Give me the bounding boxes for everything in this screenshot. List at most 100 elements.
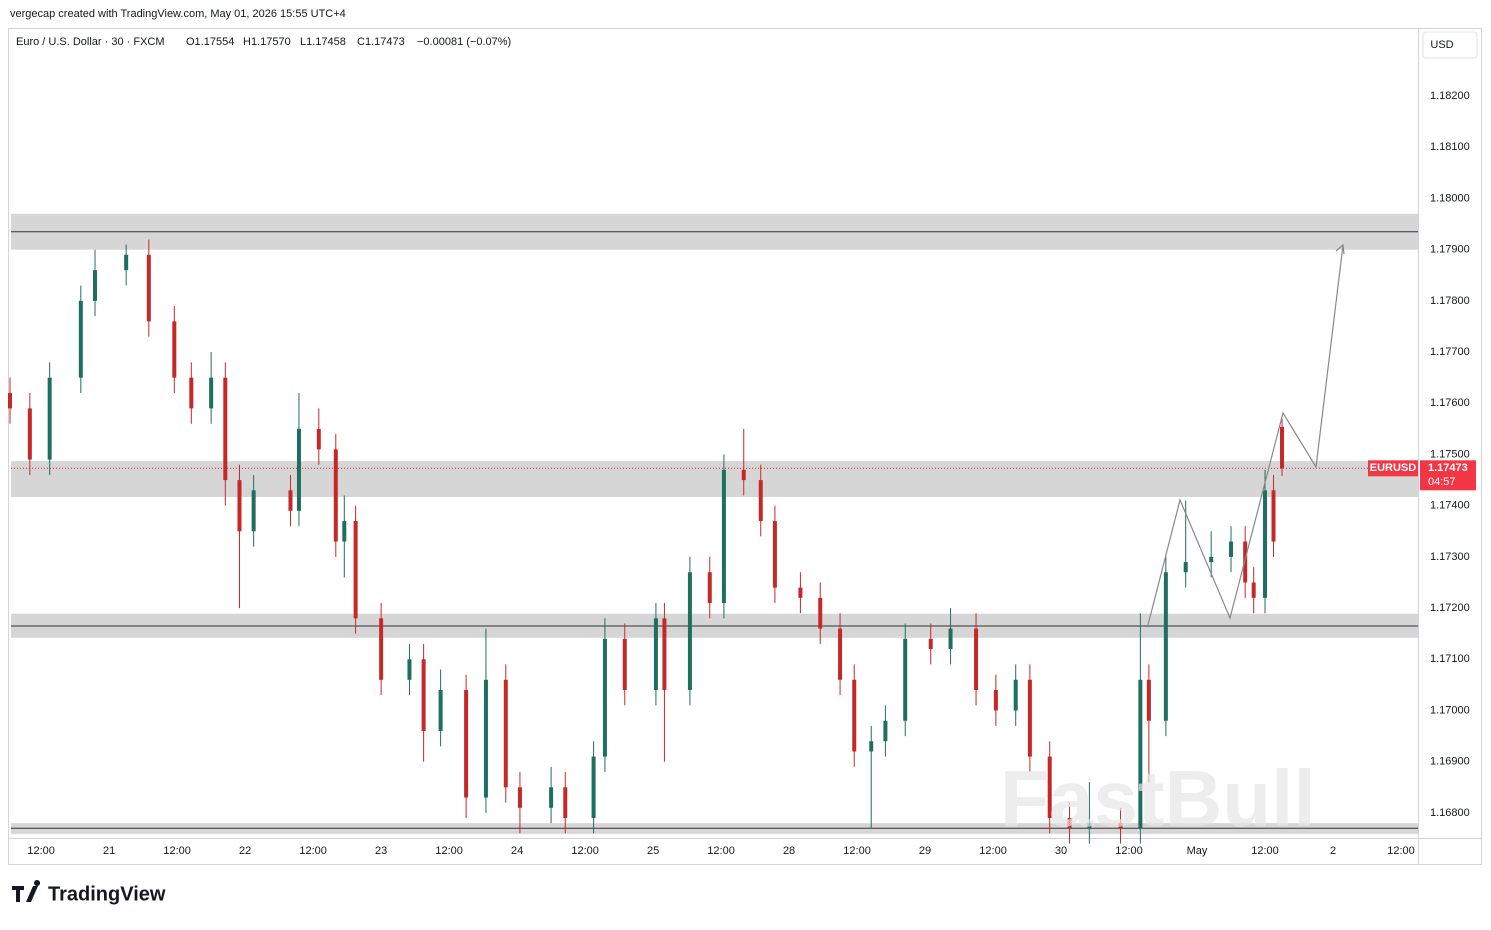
candle-body	[1027, 679, 1032, 757]
price-tag-value: 1.17473	[1428, 462, 1468, 474]
candle-body	[1243, 541, 1248, 583]
x-tick-label: 12:00	[1115, 845, 1143, 857]
x-tick-label: 23	[375, 845, 387, 857]
candle-body	[563, 787, 568, 819]
candle-body	[1263, 490, 1268, 598]
brand: TradingView	[48, 883, 166, 905]
candle-body	[974, 628, 979, 691]
candle-body	[662, 618, 667, 691]
x-tick-label: 12:00	[1251, 845, 1279, 857]
candle-body	[333, 449, 338, 542]
candle-body	[772, 521, 777, 588]
ohlc-value: L1.17458	[300, 36, 346, 48]
candle-body	[1280, 426, 1285, 469]
candle-body	[251, 490, 256, 532]
candle-body	[172, 321, 177, 378]
y-tick-label: 1.17900	[1430, 244, 1470, 256]
candle-body	[78, 300, 83, 378]
candle-body	[407, 659, 412, 680]
ohlc-value: O1.17554	[186, 36, 234, 48]
candle-body	[622, 638, 627, 691]
watermark: FastBull	[1000, 754, 1316, 843]
candle-body	[838, 628, 843, 680]
ohlc-value: H1.17570	[243, 36, 291, 48]
candle-body	[1229, 541, 1234, 557]
x-tick-label: 25	[647, 845, 659, 857]
currency-button[interactable]	[1422, 31, 1478, 59]
y-tick-label: 1.18000	[1430, 192, 1470, 204]
x-tick-label: 12:00	[979, 845, 1007, 857]
symbol-tag	[1368, 460, 1418, 477]
x-tick-label: 12:00	[435, 845, 463, 857]
candle-body	[189, 377, 194, 409]
ohlc-value: C1.17473	[357, 36, 405, 48]
candle-body	[758, 480, 763, 522]
price-tag-countdown: 04:57	[1428, 476, 1456, 488]
y-tick-label: 1.16800	[1430, 807, 1470, 819]
zone	[11, 461, 1418, 497]
candle-body	[948, 628, 953, 650]
candle-body	[342, 521, 347, 542]
x-tick-label: 28	[783, 845, 795, 857]
candle-body	[146, 254, 151, 322]
candle-body	[1047, 756, 1052, 819]
x-tick-label: 21	[103, 845, 115, 857]
candle-body	[1146, 679, 1151, 721]
y-tick-label: 1.17600	[1430, 397, 1470, 409]
candle-body	[818, 597, 823, 629]
x-tick-label: 12:00	[1387, 845, 1415, 857]
candle-body	[124, 254, 129, 271]
candle-body	[591, 756, 596, 819]
candle-body	[438, 690, 443, 731]
x-tick-label: 12:00	[27, 845, 55, 857]
candle-body	[8, 393, 12, 409]
price-tag	[1420, 460, 1476, 491]
candle-body	[27, 408, 32, 460]
y-tick-label: 1.16900	[1430, 756, 1470, 768]
candle-body	[92, 270, 97, 301]
x-tick-label: 2	[1330, 845, 1336, 857]
symbol-title: Euro / U.S. Dollar · 30 · FXCM	[16, 36, 165, 48]
y-tick-label: 1.17800	[1430, 295, 1470, 307]
candle-body	[549, 787, 554, 808]
candle-body	[47, 377, 52, 460]
y-tick-label: 1.17300	[1430, 551, 1470, 563]
x-tick-label: 12:00	[299, 845, 327, 857]
candle-body	[883, 720, 888, 742]
candle-body	[237, 480, 242, 532]
candle-body	[1013, 679, 1018, 711]
ohlc-legend: O1.17554 H1.17570 L1.17458 C1.17473 −0.00081…	[186, 36, 511, 48]
candle-body	[707, 572, 712, 603]
candle-body	[741, 469, 746, 481]
projection-arrow	[1335, 243, 1345, 255]
plot	[8, 213, 1418, 844]
x-tick-label: 29	[919, 845, 931, 857]
chart-frame	[8, 28, 1482, 865]
y-tick-label: 1.17500	[1430, 448, 1470, 460]
x-tick-label: May	[1187, 845, 1208, 857]
candle-body	[903, 638, 908, 721]
brand-logo: TradingView	[12, 880, 166, 905]
candle-body	[928, 638, 933, 650]
y-tick-label: 1.17000	[1430, 704, 1470, 716]
candle-body	[503, 679, 508, 788]
x-tick-label: 12:00	[163, 845, 191, 857]
candle-body	[1067, 818, 1072, 829]
candle-body	[1163, 572, 1168, 721]
candle-body	[288, 490, 293, 511]
candle-body	[1138, 679, 1143, 829]
candle-body	[316, 428, 321, 450]
symbol-tag-text: EURUSD	[1370, 462, 1417, 474]
currency[interactable]: USD	[1430, 39, 1453, 51]
candle-body	[483, 679, 488, 798]
candle-body	[721, 469, 726, 603]
projection-path	[1147, 244, 1344, 626]
candle-body	[517, 787, 522, 808]
y-tick-label: 1.18200	[1430, 90, 1470, 102]
candle-body	[353, 521, 358, 619]
x-tick-label: 12:00	[571, 845, 599, 857]
candle-body	[223, 377, 228, 481]
candle-body	[1087, 823, 1092, 829]
candle-body	[209, 377, 214, 409]
